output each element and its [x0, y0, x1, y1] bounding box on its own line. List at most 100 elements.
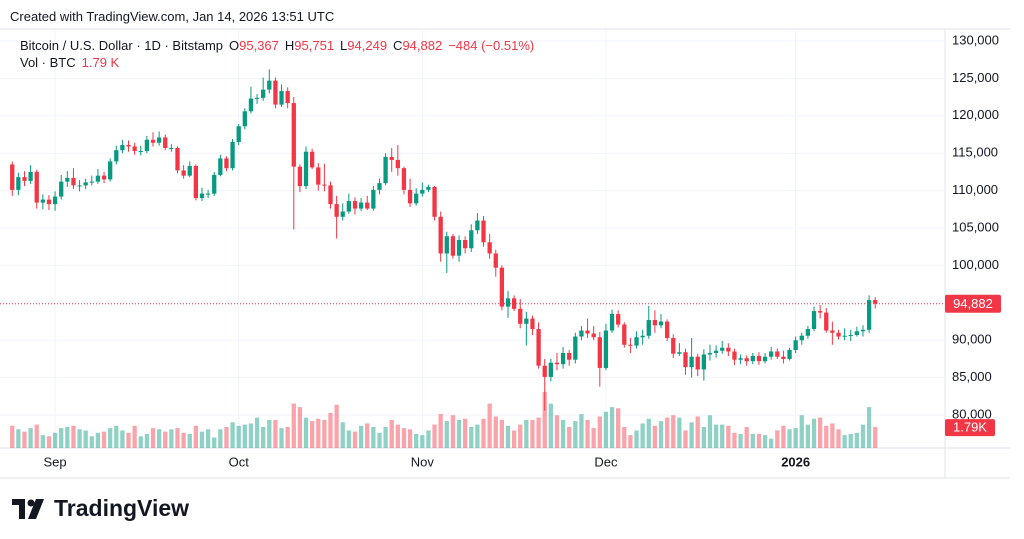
- brand-logo: [12, 498, 44, 519]
- candle-body: [866, 300, 872, 330]
- volume-bar: [438, 414, 443, 448]
- volume-bar: [738, 433, 743, 448]
- y-tick-label: 130,000: [952, 32, 999, 47]
- candle-body: [71, 177, 76, 186]
- candle-body: [585, 330, 590, 334]
- volume-bar: [389, 419, 394, 448]
- candle-body: [560, 352, 566, 365]
- candle-body: [181, 170, 186, 176]
- candle-body: [567, 352, 572, 360]
- y-tick-label: 80,000: [952, 407, 992, 422]
- candle-body: [310, 151, 315, 168]
- volume-bar: [664, 417, 670, 448]
- volume-bar: [732, 432, 737, 448]
- candle-body: [401, 168, 407, 190]
- last-volume-label: 1.79K: [953, 420, 987, 435]
- candle-body: [677, 352, 682, 354]
- volume-bar: [658, 421, 664, 448]
- volume-bar: [591, 428, 596, 448]
- candle-body: [248, 98, 254, 112]
- candle-body: [261, 89, 266, 98]
- candle-body: [187, 165, 192, 176]
- volume-bar: [707, 415, 713, 448]
- volume-bar: [634, 430, 639, 448]
- volume-bar: [542, 391, 547, 448]
- candle-body: [616, 314, 621, 325]
- volume-bar: [505, 425, 511, 448]
- candle-body: [456, 239, 462, 256]
- volume-bar: [83, 430, 88, 448]
- candle-body: [34, 171, 39, 203]
- volume-bar: [793, 428, 798, 448]
- volume-bar: [573, 421, 578, 448]
- x-tick-label: Nov: [411, 454, 435, 469]
- candle-body: [756, 355, 762, 362]
- volume-bar: [432, 424, 437, 448]
- volume-bar: [273, 419, 278, 448]
- volume-bar: [377, 432, 382, 448]
- ohlc-value: 94,882: [402, 38, 443, 53]
- x-tick-label: 2026: [781, 454, 810, 469]
- candle-body: [775, 351, 780, 357]
- candle-body: [285, 91, 290, 104]
- volume-legend: Vol · BTC 1.79 K: [20, 54, 534, 71]
- candle-body: [132, 146, 137, 151]
- candle-body: [628, 344, 633, 346]
- x-tick-label: Dec: [594, 454, 618, 469]
- volume-bar: [548, 403, 553, 448]
- volume-bar: [444, 421, 449, 448]
- candle-body: [230, 141, 235, 169]
- volume-bar: [358, 425, 364, 448]
- ohlc-value: 95,751: [294, 38, 335, 53]
- candle-body: [769, 351, 774, 357]
- volume-bar: [95, 432, 101, 448]
- candle-body: [848, 335, 853, 337]
- ohlc-key: O: [229, 38, 240, 53]
- volume-bar: [811, 418, 817, 448]
- candle-body: [799, 335, 804, 341]
- volume-bar: [554, 415, 560, 448]
- volume-bar: [585, 419, 590, 448]
- volume-bar: [242, 424, 247, 448]
- volume-bar: [340, 422, 345, 448]
- candle-body: [65, 177, 70, 182]
- volume-bar: [671, 415, 676, 448]
- candle-body: [297, 166, 303, 187]
- volume-bar: [524, 419, 529, 448]
- candle-body: [52, 196, 58, 205]
- volume-bar: [71, 425, 76, 448]
- created-note: Created with TradingView.com, Jan 14, 20…: [10, 9, 335, 24]
- y-tick-label: 85,000: [952, 369, 992, 384]
- volume-bar: [511, 430, 517, 448]
- volume-bar: [10, 425, 15, 448]
- candle-body: [328, 185, 333, 205]
- volume-bar: [854, 432, 860, 448]
- candle-body: [432, 186, 437, 217]
- candle-body: [720, 347, 725, 351]
- volume-bar: [787, 429, 792, 448]
- candle-body: [726, 347, 731, 352]
- volume-bar: [334, 404, 339, 448]
- candle-body: [548, 362, 553, 377]
- volume-bar: [114, 425, 119, 448]
- candle-body: [334, 204, 339, 217]
- volume-bar: [836, 429, 841, 448]
- volume-bar: [487, 403, 492, 448]
- candle-body: [536, 329, 541, 366]
- ohlc-key: C: [393, 38, 403, 53]
- volume-bar: [59, 428, 64, 448]
- volume-bar: [89, 436, 94, 448]
- volume-bar: [285, 426, 290, 448]
- candle-body: [426, 186, 431, 190]
- candle-body: [77, 185, 82, 187]
- volume-bar: [530, 419, 535, 448]
- candle-body: [824, 312, 829, 331]
- candle-body: [438, 216, 443, 254]
- volume-bar: [518, 424, 523, 448]
- volume-bar: [132, 425, 137, 448]
- volume-bar: [493, 416, 498, 448]
- volume-bar: [622, 426, 627, 448]
- volume-bar: [848, 433, 853, 448]
- volume-bar: [169, 429, 174, 448]
- volume-bar: [769, 438, 774, 448]
